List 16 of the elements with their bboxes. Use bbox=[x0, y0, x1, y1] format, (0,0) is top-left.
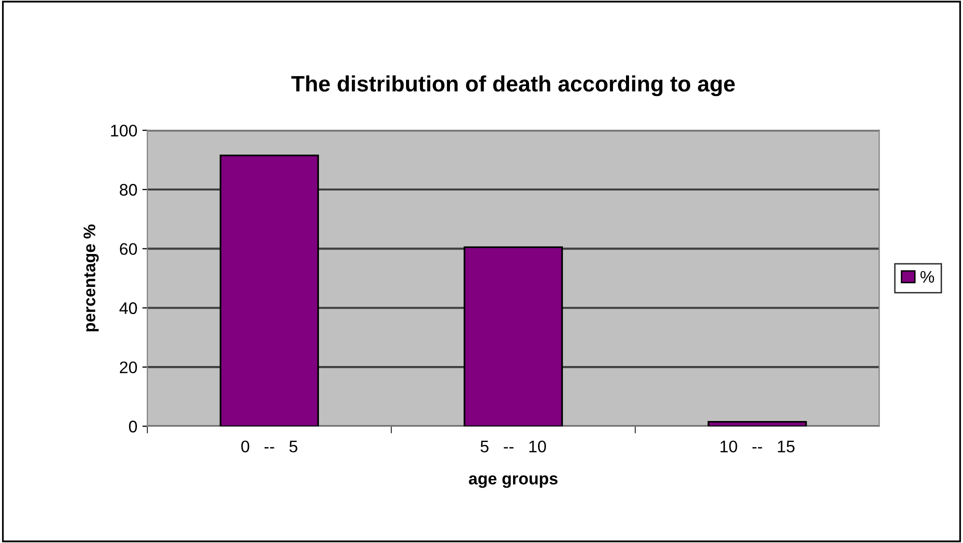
y-tick-label: 20 bbox=[120, 361, 137, 374]
y-axis-title: percentage % bbox=[84, 224, 99, 332]
x-tick-label: 5 -- 10 bbox=[480, 440, 546, 452]
y-tick-label: 60 bbox=[120, 243, 137, 255]
bar bbox=[708, 420, 807, 426]
x-tick-label: 0 -- 5 bbox=[241, 440, 298, 452]
x-axis-title: age groups bbox=[468, 475, 558, 488]
bar bbox=[220, 154, 319, 426]
legend-label: % bbox=[920, 271, 934, 283]
y-tick-label: 100 bbox=[111, 124, 137, 137]
y-tick-label: 0 bbox=[129, 420, 137, 432]
chart-title: The distribution of death according to age bbox=[291, 75, 735, 96]
bar bbox=[464, 246, 563, 426]
y-tick-label: 40 bbox=[119, 302, 137, 314]
y-tick-label: 80 bbox=[120, 184, 137, 196]
x-tick-label: 10 -- 15 bbox=[720, 440, 795, 452]
